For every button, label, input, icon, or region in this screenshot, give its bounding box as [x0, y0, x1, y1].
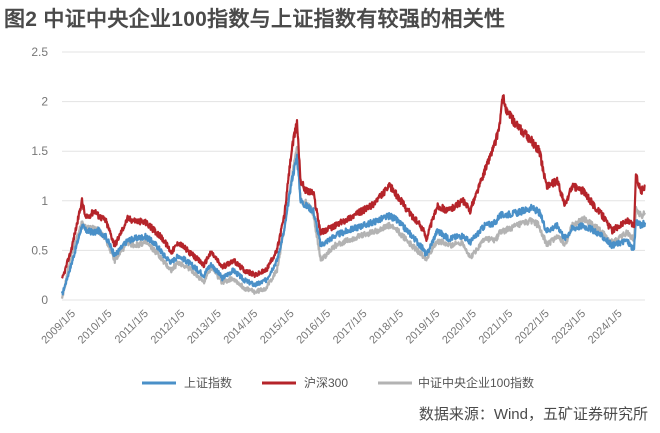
x-tick-label: 2014/1/5 — [222, 308, 261, 347]
y-tick-label: 0 — [41, 293, 48, 307]
x-tick-label: 2009/1/5 — [39, 308, 78, 347]
x-tick-label: 2023/1/5 — [549, 308, 588, 347]
x-tick-label: 2022/1/5 — [513, 308, 552, 347]
x-tick-label: 2012/1/5 — [149, 308, 188, 347]
source-note: 数据来源：Wind，五矿证券研究所 — [418, 406, 648, 423]
gridlines — [62, 51, 645, 301]
x-tick-label: 2021/1/5 — [477, 308, 516, 347]
x-tick-label: 2011/1/5 — [113, 308, 151, 346]
x-tick-label: 2017/1/5 — [331, 308, 370, 347]
series-line-1 — [60, 94, 646, 279]
x-tick-label: 2013/1/5 — [185, 308, 224, 347]
x-tick-label: 2018/1/5 — [367, 308, 406, 347]
y-tick-label: 1 — [41, 194, 48, 208]
x-tick-label: 2019/1/5 — [404, 308, 443, 347]
legend: 上证指数 沪深300 中证中央企业100指数 — [142, 375, 534, 390]
line-chart: 00.511.522.5 2009/1/52010/1/52011/1/5201… — [31, 45, 647, 390]
y-tick-label: 0.5 — [31, 243, 48, 257]
x-tick-label: 2024/1/5 — [586, 308, 625, 347]
legend-label: 上证指数 — [184, 375, 232, 390]
x-tick-label: 2020/1/5 — [440, 308, 479, 347]
legend-label: 中证中央企业100指数 — [418, 375, 534, 390]
x-axis-ticks: 2009/1/52010/1/52011/1/52012/1/52013/1/5… — [39, 308, 624, 347]
x-tick-label: 2010/1/5 — [76, 308, 115, 347]
x-tick-label: 2016/1/5 — [294, 308, 333, 347]
y-tick-label: 2.5 — [31, 45, 48, 59]
y-tick-label: 2 — [41, 95, 48, 109]
legend-label: 沪深300 — [304, 376, 348, 390]
series-lines — [60, 94, 647, 299]
chart-title: 图2 中证中央企业100指数与上证指数有较强的相关性 — [4, 8, 506, 31]
series-line-2 — [60, 145, 646, 299]
series-line-0 — [60, 153, 647, 296]
y-axis-ticks: 0 0.5 1 1.5 2 2.5 — [31, 45, 48, 307]
y-tick-label: 1.5 — [31, 144, 48, 158]
x-tick-label: 2015/1/5 — [258, 308, 297, 347]
